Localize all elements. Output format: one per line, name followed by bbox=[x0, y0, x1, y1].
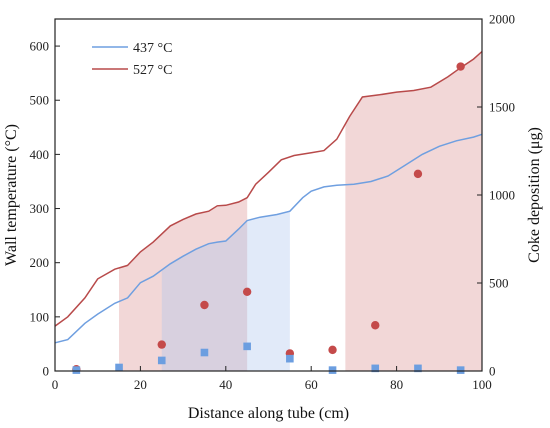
y-left-tick-label: 400 bbox=[30, 147, 50, 162]
coke-point-red bbox=[328, 345, 337, 355]
y-left-tick-label: 0 bbox=[43, 364, 50, 379]
coke-point-blue bbox=[456, 366, 465, 374]
y-left-tick-label: 300 bbox=[30, 201, 50, 216]
shaded-region-2 bbox=[345, 51, 482, 371]
y-left-tick-label: 600 bbox=[30, 39, 50, 54]
x-tick-label: 100 bbox=[472, 377, 492, 392]
coke-point-blue bbox=[414, 364, 422, 373]
coke-point-red bbox=[371, 321, 380, 330]
coke-point-blue bbox=[200, 348, 209, 357]
coke-point-red bbox=[157, 340, 166, 349]
shaded-region-0 bbox=[119, 197, 248, 371]
series-line-1 bbox=[54, 50, 483, 327]
legend: 437 °C 527 °C bbox=[92, 41, 172, 78]
axes-ticks: 0 20 40 60 80 1000100200300400500600050010001… bbox=[30, 12, 516, 393]
coke-point-red bbox=[413, 169, 423, 179]
coke-point-blue bbox=[72, 366, 81, 374]
coke-point-blue bbox=[371, 364, 380, 373]
x-tick-label: 20 bbox=[134, 377, 147, 392]
y-right-axis-title: Coke deposition (μg) bbox=[526, 127, 543, 263]
legend-label-527: 527 °C bbox=[133, 63, 172, 78]
coke-point-blue bbox=[328, 366, 337, 374]
scatter-points bbox=[72, 62, 465, 374]
y-right-tick-label: 500 bbox=[489, 276, 509, 291]
coke-point-blue bbox=[286, 354, 294, 363]
x-axis-title: Distance along tube (cm) bbox=[188, 405, 349, 422]
coke-point-blue bbox=[115, 363, 123, 372]
y-right-tick-label: 1000 bbox=[489, 188, 515, 203]
y-left-tick-label: 200 bbox=[30, 255, 50, 270]
y-right-tick-label: 0 bbox=[489, 364, 496, 379]
legend-label-437: 437 °C bbox=[133, 41, 172, 56]
y-right-tick-label: 2000 bbox=[489, 12, 515, 27]
y-left-tick-label: 500 bbox=[30, 93, 50, 108]
y-left-tick-label: 100 bbox=[30, 309, 50, 324]
y-left-axis-title: Wall temperature (°C) bbox=[3, 124, 20, 266]
x-tick-label: 40 bbox=[219, 377, 232, 392]
coke-point-blue bbox=[157, 356, 166, 365]
coke-point-blue bbox=[243, 342, 251, 351]
shaded-regions bbox=[119, 51, 482, 371]
x-tick-label: 0 bbox=[52, 377, 59, 392]
y-right-tick-label: 1500 bbox=[489, 100, 515, 115]
coke-point-red bbox=[242, 287, 252, 296]
x-tick-label: 60 bbox=[305, 377, 318, 392]
series-lines bbox=[54, 50, 483, 344]
series-line-0 bbox=[54, 133, 483, 344]
coke-point-red bbox=[200, 300, 209, 310]
coke-point-red bbox=[456, 62, 465, 71]
x-tick-label: 80 bbox=[390, 377, 403, 392]
